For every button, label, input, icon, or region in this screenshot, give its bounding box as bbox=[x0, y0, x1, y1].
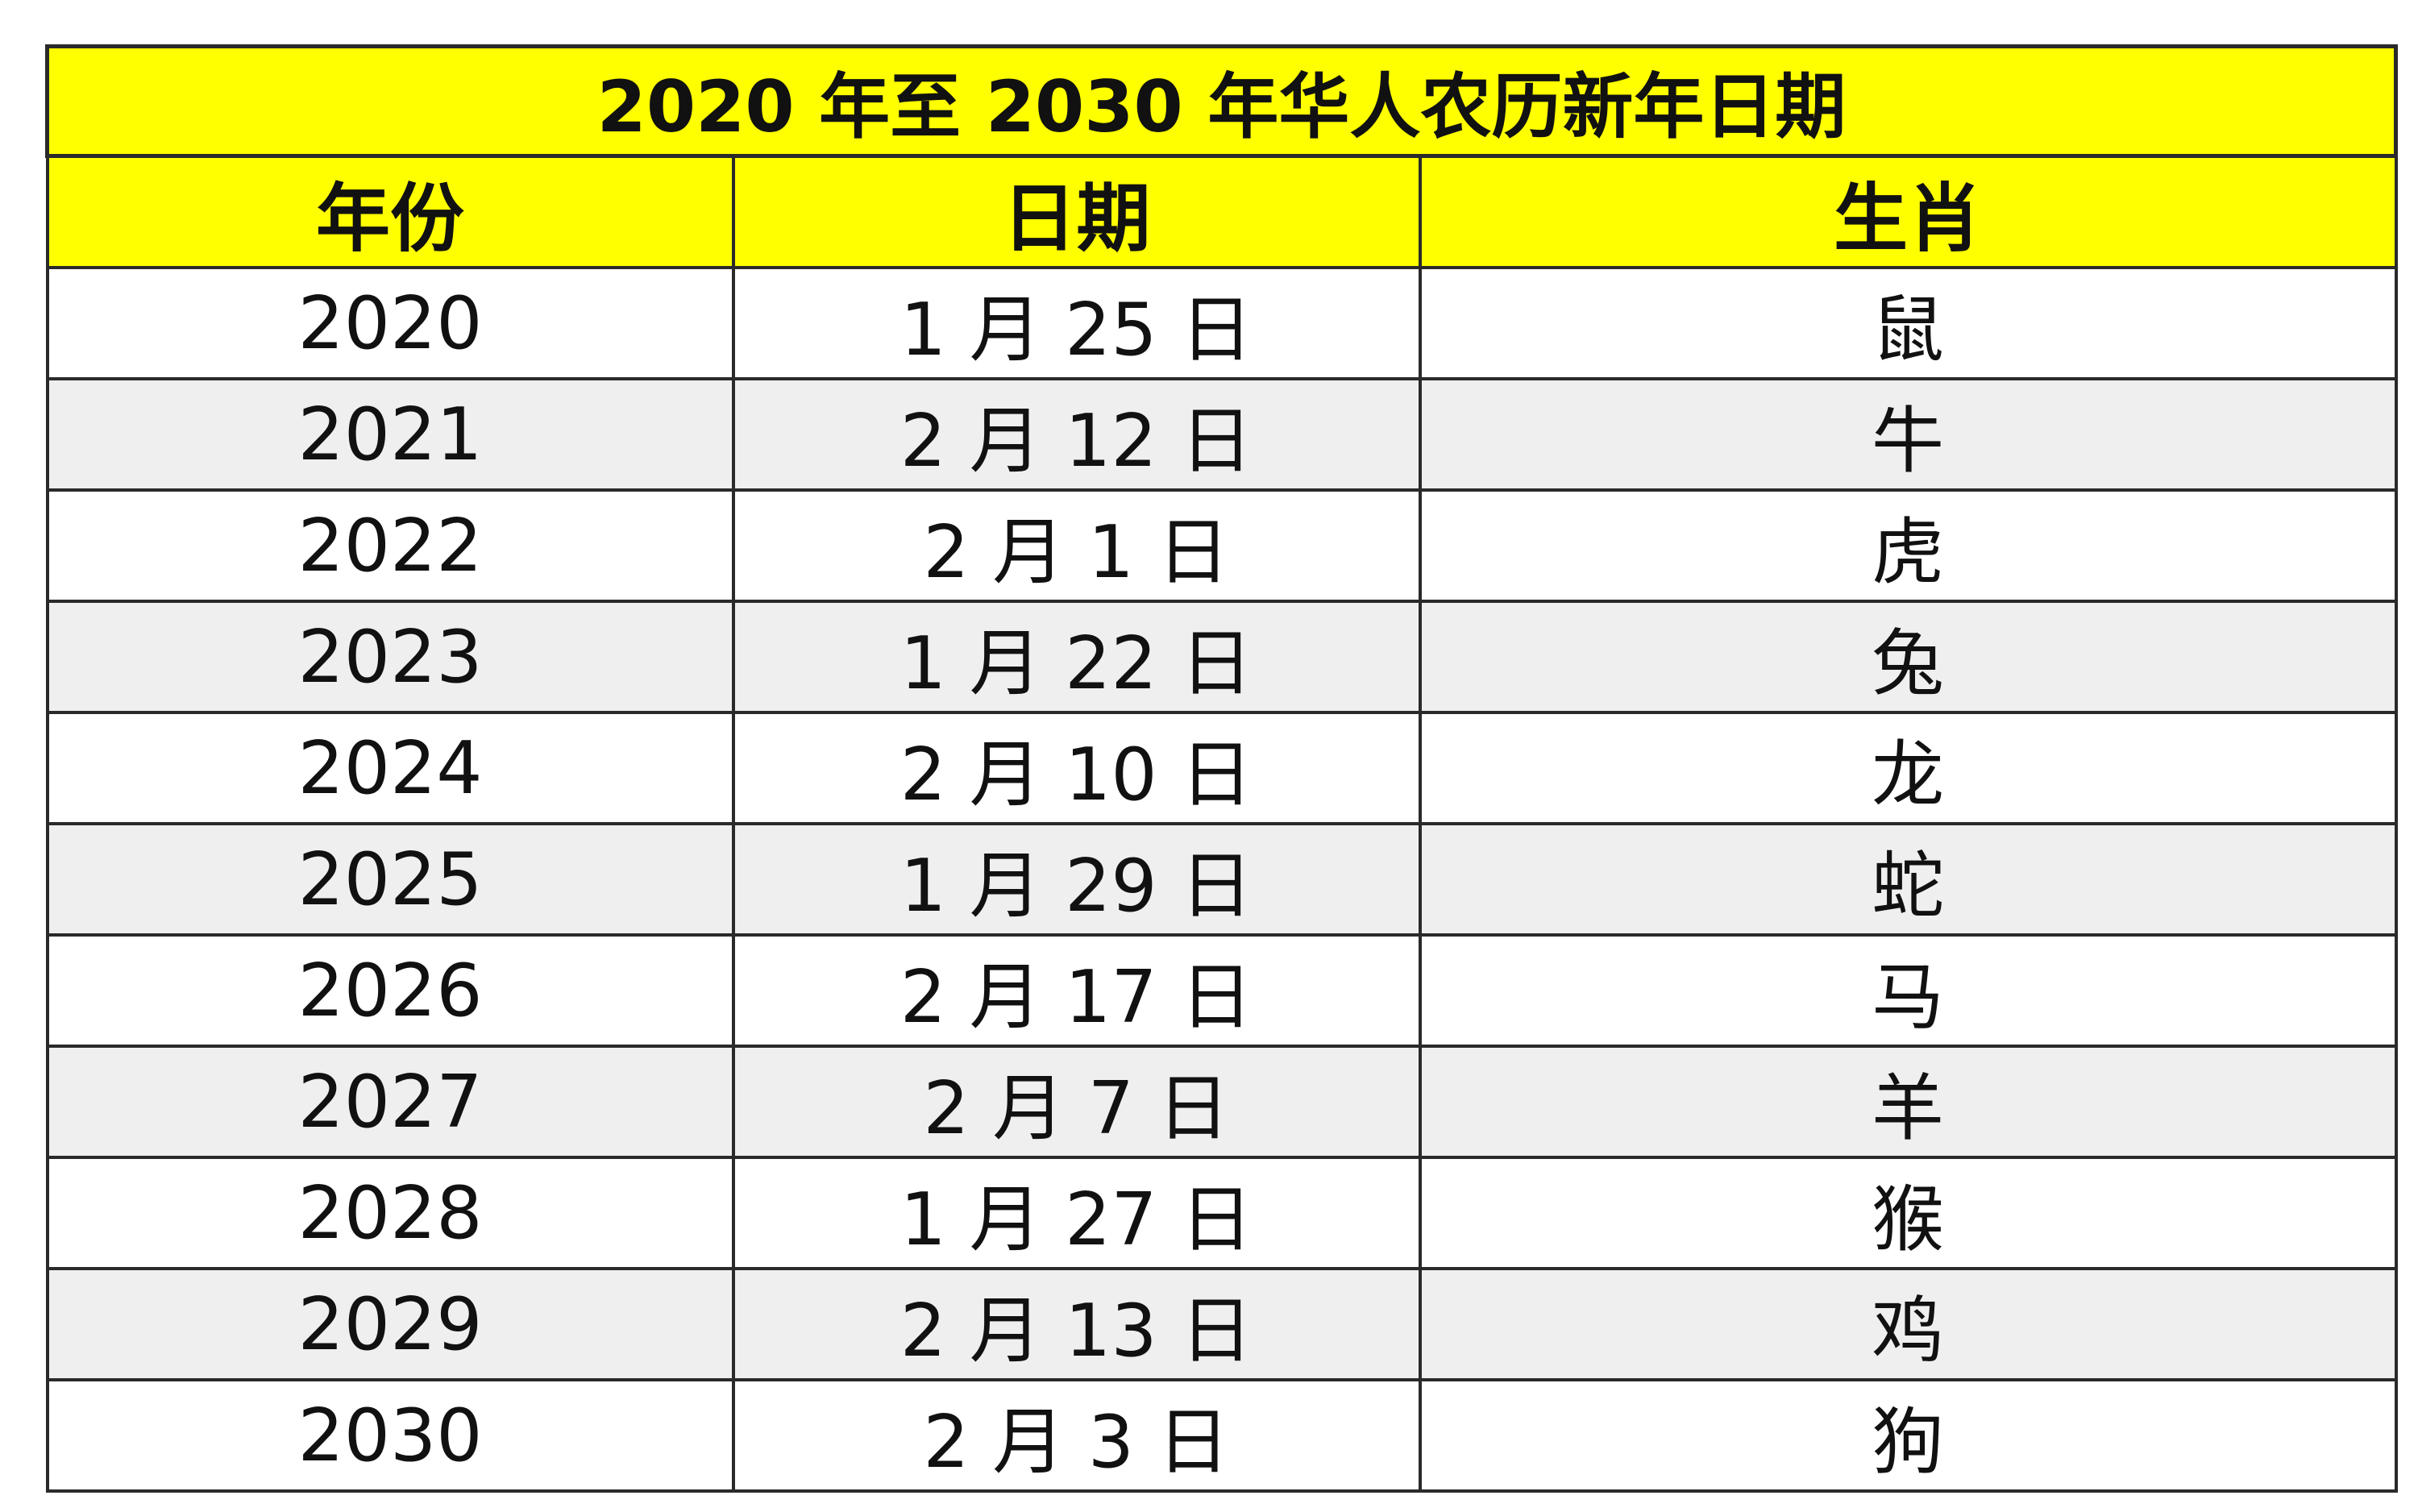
date-cell: 2 月 12 日 bbox=[731, 377, 1422, 492]
date-cell: 2 月 13 日 bbox=[731, 1267, 1422, 1381]
year-cell: 2026 bbox=[45, 933, 735, 1048]
zodiac-cell: 鸡 bbox=[1418, 1267, 2398, 1381]
table-row: 2029 2 月 13 日鸡 bbox=[45, 1267, 2398, 1381]
year-cell: 2020 bbox=[45, 266, 735, 380]
zodiac-cell: 猴 bbox=[1418, 1156, 2398, 1270]
zodiac-cell: 狗 bbox=[1418, 1378, 2398, 1493]
year-cell: 2024 bbox=[45, 711, 735, 825]
date-cell: 1 月 29 日 bbox=[731, 822, 1422, 937]
table-row: 2026 2 月 17 日马 bbox=[45, 933, 2398, 1048]
zodiac-cell: 牛 bbox=[1418, 377, 2398, 492]
year-cell: 2029 bbox=[45, 1267, 735, 1381]
table-title: 2020 年至 2030 年华人农历新年日期 bbox=[44, 44, 2399, 158]
zodiac-cell: 龙 bbox=[1418, 711, 2398, 825]
year-cell: 2028 bbox=[45, 1156, 735, 1270]
header-year: 年份 bbox=[45, 154, 735, 269]
date-cell: 2 月 3 日 bbox=[731, 1378, 1422, 1493]
table-row: 2021 2 月 12 日牛 bbox=[45, 377, 2398, 492]
header-zodiac: 生肖 bbox=[1418, 154, 2398, 269]
date-cell: 1 月 25 日 bbox=[731, 266, 1422, 380]
lunar-new-year-table: 2020 年至 2030 年华人农历新年日期 年份 日期 生肖 2020 1 月 … bbox=[44, 44, 2399, 1493]
header-date: 日期 bbox=[731, 154, 1422, 269]
date-cell: 1 月 22 日 bbox=[731, 600, 1422, 714]
date-cell: 1 月 27 日 bbox=[731, 1156, 1422, 1270]
date-cell: 2 月 1 日 bbox=[731, 488, 1422, 603]
year-cell: 2025 bbox=[45, 822, 735, 937]
table-row: 2030 2 月 3 日狗 bbox=[45, 1378, 2398, 1493]
year-cell: 2023 bbox=[45, 600, 735, 714]
table-row: 2025 1 月 29 日蛇 bbox=[45, 822, 2398, 937]
zodiac-cell: 虎 bbox=[1418, 488, 2398, 603]
table-row: 2022 2 月 1 日虎 bbox=[45, 488, 2398, 603]
table-row: 2024 2 月 10 日龙 bbox=[45, 711, 2398, 825]
date-cell: 2 月 10 日 bbox=[731, 711, 1422, 825]
zodiac-cell: 兔 bbox=[1418, 600, 2398, 714]
year-cell: 2022 bbox=[45, 488, 735, 603]
table-row: 2027 2 月 7 日羊 bbox=[45, 1045, 2398, 1159]
table-row: 2023 1 月 22 日兔 bbox=[45, 600, 2398, 714]
table-row: 2020 1 月 25 日鼠 bbox=[45, 266, 2398, 380]
zodiac-cell: 羊 bbox=[1418, 1045, 2398, 1159]
year-cell: 2021 bbox=[45, 377, 735, 492]
zodiac-cell: 蛇 bbox=[1418, 822, 2398, 937]
zodiac-cell: 鼠 bbox=[1418, 266, 2398, 380]
year-cell: 2027 bbox=[45, 1045, 735, 1159]
date-cell: 2 月 7 日 bbox=[731, 1045, 1422, 1159]
zodiac-cell: 马 bbox=[1418, 933, 2398, 1048]
table-row: 2028 1 月 27 日猴 bbox=[45, 1156, 2398, 1270]
year-cell: 2030 bbox=[45, 1378, 735, 1493]
date-cell: 2 月 17 日 bbox=[731, 933, 1422, 1048]
